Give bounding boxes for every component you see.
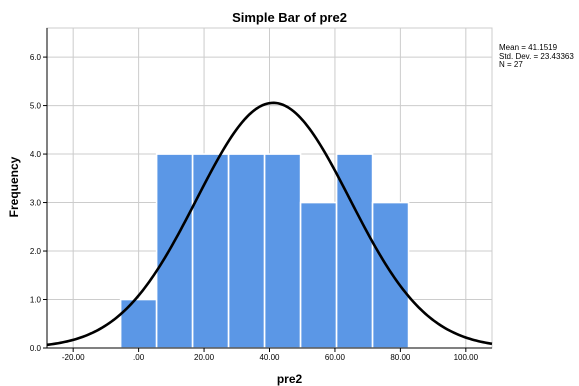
histogram-bar (119, 298, 158, 349)
histogram-bar (371, 201, 410, 349)
x-tick-label: 80.00 (390, 353, 411, 362)
y-tick-label: 0.0 (30, 344, 42, 353)
y-axis-label: Frequency (7, 156, 21, 218)
x-tick-label: 20.00 (194, 353, 215, 362)
x-tick-label: 100.00 (454, 353, 479, 362)
stat-std-dev: Std. Dev. = 23.43363 (499, 51, 574, 61)
stat-mean: Mean = 41.1519 (499, 43, 558, 52)
normal-curve (46, 101, 493, 347)
x-tick-label: 40.00 (259, 353, 280, 362)
histogram-bar (227, 153, 266, 349)
x-tick-label: -20.00 (62, 353, 85, 362)
y-tick-label: 2.0 (30, 247, 42, 256)
stats-box: Mean = 41.1519 Std. Dev. = 23.43363 N = … (499, 43, 574, 70)
stat-n: N = 27 (499, 60, 523, 69)
histogram-bar (191, 153, 230, 349)
x-tick-label: .00 (133, 353, 145, 362)
y-tick-label: 3.0 (30, 199, 42, 208)
histogram-bar (299, 201, 338, 349)
histogram-bar (263, 153, 302, 349)
x-axis-label: pre2 (276, 372, 303, 386)
y-tick-label: 1.0 (30, 296, 42, 305)
y-tick-label: 4.0 (30, 150, 42, 159)
y-tick-label: 5.0 (30, 102, 42, 111)
histogram-bar (155, 153, 194, 349)
y-tick-label: 6.0 (30, 53, 42, 62)
chart-title: Simple Bar of pre2 (232, 10, 347, 25)
x-tick-label: 60.00 (325, 353, 346, 362)
